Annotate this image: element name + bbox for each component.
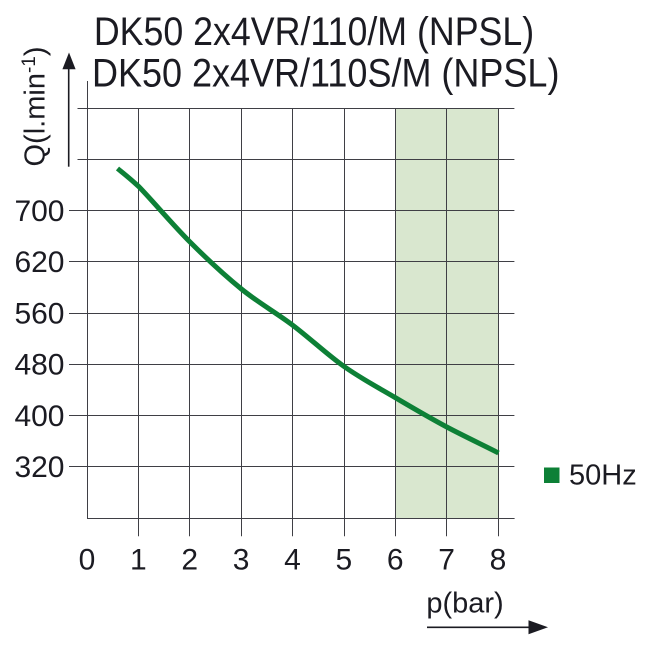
svg-text:7: 7 xyxy=(438,544,455,577)
svg-text:0: 0 xyxy=(79,544,96,577)
svg-text:700: 700 xyxy=(14,195,64,228)
svg-text:5: 5 xyxy=(336,544,353,577)
svg-text:2: 2 xyxy=(181,544,198,577)
svg-text:560: 560 xyxy=(14,297,64,330)
svg-text:3: 3 xyxy=(233,544,250,577)
svg-text:620: 620 xyxy=(14,246,64,279)
svg-text:DK50 2x4VR/110/M (NPSL): DK50 2x4VR/110/M (NPSL) xyxy=(94,10,534,54)
svg-text:480: 480 xyxy=(14,349,64,382)
svg-text:8: 8 xyxy=(490,544,507,577)
svg-text:DK50 2x4VR/110S/M (NPSL): DK50 2x4VR/110S/M (NPSL) xyxy=(92,52,559,96)
svg-text:6: 6 xyxy=(387,544,404,577)
svg-text:50Hz: 50Hz xyxy=(569,459,637,491)
svg-text:1: 1 xyxy=(130,544,147,577)
svg-text:400: 400 xyxy=(14,400,64,433)
svg-text:320: 320 xyxy=(14,451,64,484)
svg-text:p(bar): p(bar) xyxy=(426,588,503,620)
svg-text:4: 4 xyxy=(284,544,301,577)
